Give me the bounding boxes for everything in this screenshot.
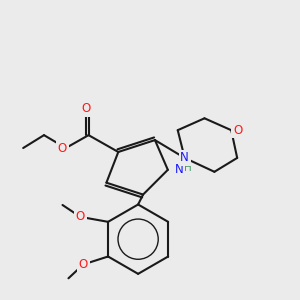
Text: N: N <box>175 163 184 176</box>
Text: N: N <box>180 152 189 164</box>
Text: O: O <box>76 210 85 224</box>
Text: O: O <box>79 258 88 271</box>
Text: O: O <box>58 142 67 154</box>
Text: O: O <box>81 102 90 115</box>
Text: H: H <box>184 163 191 173</box>
Text: O: O <box>233 124 242 137</box>
